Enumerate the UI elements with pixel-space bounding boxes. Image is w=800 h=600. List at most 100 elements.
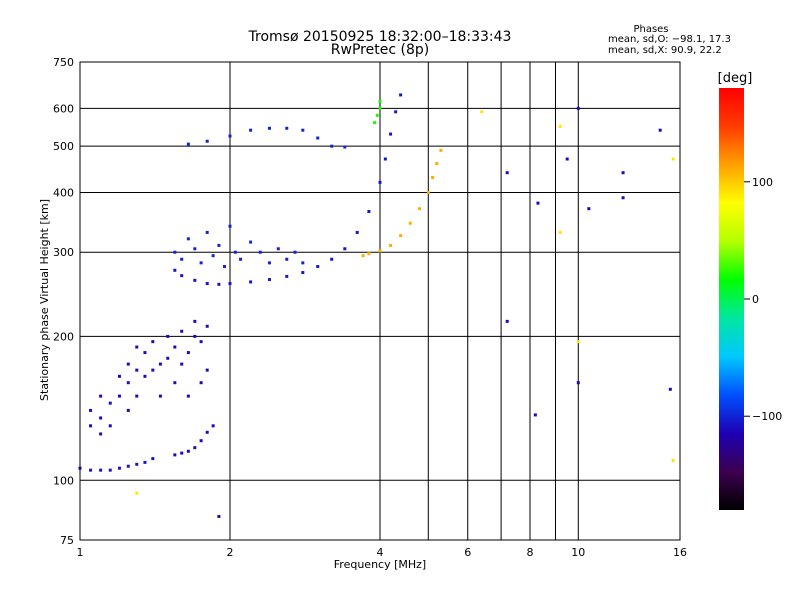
- data-point: [151, 340, 155, 344]
- stats-heading: Phases: [633, 24, 668, 35]
- data-point: [180, 257, 184, 261]
- data-point: [173, 453, 177, 457]
- data-point: [316, 136, 320, 140]
- data-point: [378, 180, 382, 184]
- data-point: [285, 274, 289, 278]
- data-point: [576, 340, 580, 344]
- data-point: [233, 250, 237, 254]
- data-point: [228, 134, 232, 138]
- colorbar-ticks: −100 0 100: [744, 176, 782, 423]
- stats-o-line: mean, sd,O: −98.1, 17.3: [608, 34, 731, 45]
- y-tick-label: 75: [60, 534, 74, 547]
- x-tick-label: 8: [527, 546, 534, 559]
- data-point: [587, 207, 591, 211]
- y-tick-label: 500: [53, 140, 74, 153]
- data-point: [228, 224, 232, 228]
- chart-subtitle: RwPretec (8p): [331, 42, 429, 58]
- data-point: [205, 282, 209, 286]
- x-tick-label: 2: [227, 546, 234, 559]
- y-tick-label: 100: [53, 474, 74, 487]
- data-point: [658, 128, 662, 132]
- data-point: [621, 196, 625, 200]
- data-point: [316, 265, 320, 269]
- x-tick-label: 10: [571, 546, 585, 559]
- data-point: [193, 278, 197, 282]
- data-point: [276, 247, 280, 251]
- data-point: [180, 274, 184, 278]
- data-point: [211, 424, 215, 428]
- y-tick-label: 300: [53, 246, 74, 259]
- data-point: [480, 110, 484, 114]
- data-point: [151, 457, 155, 461]
- data-point: [355, 230, 359, 234]
- data-point: [217, 282, 221, 286]
- data-point: [293, 250, 297, 254]
- data-point: [249, 280, 253, 284]
- data-point: [285, 126, 289, 130]
- data-point: [367, 252, 371, 256]
- data-point: [205, 430, 209, 434]
- colorbar-tick-label: −100: [752, 410, 782, 423]
- colorbar: [719, 88, 744, 510]
- data-point: [435, 161, 439, 165]
- data-point: [361, 254, 365, 258]
- data-point: [394, 110, 398, 114]
- data-point: [126, 408, 130, 412]
- data-point: [108, 424, 112, 428]
- data-point: [343, 247, 347, 251]
- y-tick-label: 750: [53, 56, 74, 69]
- data-point: [193, 334, 197, 338]
- data-point: [158, 362, 162, 366]
- data-point: [330, 257, 334, 261]
- data-point: [375, 113, 379, 117]
- data-point: [99, 416, 103, 420]
- data-point: [173, 381, 177, 385]
- data-point: [89, 424, 93, 428]
- data-point: [143, 374, 147, 378]
- data-point: [108, 401, 112, 405]
- data-point: [668, 387, 672, 391]
- data-point: [89, 468, 93, 472]
- data-point: [408, 221, 412, 225]
- data-point: [378, 100, 382, 104]
- y-axis-label: Stationary phase Virtual Height [km]: [38, 199, 51, 401]
- data-point: [671, 458, 675, 462]
- x-tick-label: 1: [77, 546, 84, 559]
- chart-title: Tromsø 20150925 18:32:00–18:33:43: [248, 29, 512, 45]
- data-point: [126, 381, 130, 385]
- data-point: [193, 319, 197, 323]
- data-point: [426, 190, 430, 194]
- grid-lines: [80, 62, 680, 540]
- data-point: [301, 261, 305, 265]
- data-point: [180, 451, 184, 455]
- data-point: [166, 356, 170, 360]
- data-point: [417, 207, 421, 211]
- data-point: [439, 148, 443, 152]
- data-point: [186, 449, 190, 453]
- data-point: [378, 106, 382, 110]
- data-point: [151, 368, 155, 372]
- y-tick-label: 400: [53, 186, 74, 199]
- data-point: [301, 128, 305, 132]
- data-point: [166, 334, 170, 338]
- data-point: [431, 175, 435, 179]
- x-tick-label: 4: [377, 546, 384, 559]
- data-point: [330, 144, 334, 148]
- data-point: [135, 394, 139, 398]
- data-point: [89, 408, 93, 412]
- data-point: [186, 394, 190, 398]
- data-points: [78, 93, 675, 518]
- data-point: [117, 394, 121, 398]
- data-point: [223, 265, 227, 269]
- data-point: [217, 243, 221, 247]
- data-point: [399, 234, 403, 238]
- y-tick-label: 200: [53, 330, 74, 343]
- y-axis-ticks: 75 100 200 300 400 500 600 750: [53, 56, 74, 547]
- data-point: [135, 491, 139, 495]
- data-point: [173, 345, 177, 349]
- data-point: [558, 124, 562, 128]
- data-point: [258, 250, 262, 254]
- data-point: [621, 171, 625, 175]
- data-point: [99, 468, 103, 472]
